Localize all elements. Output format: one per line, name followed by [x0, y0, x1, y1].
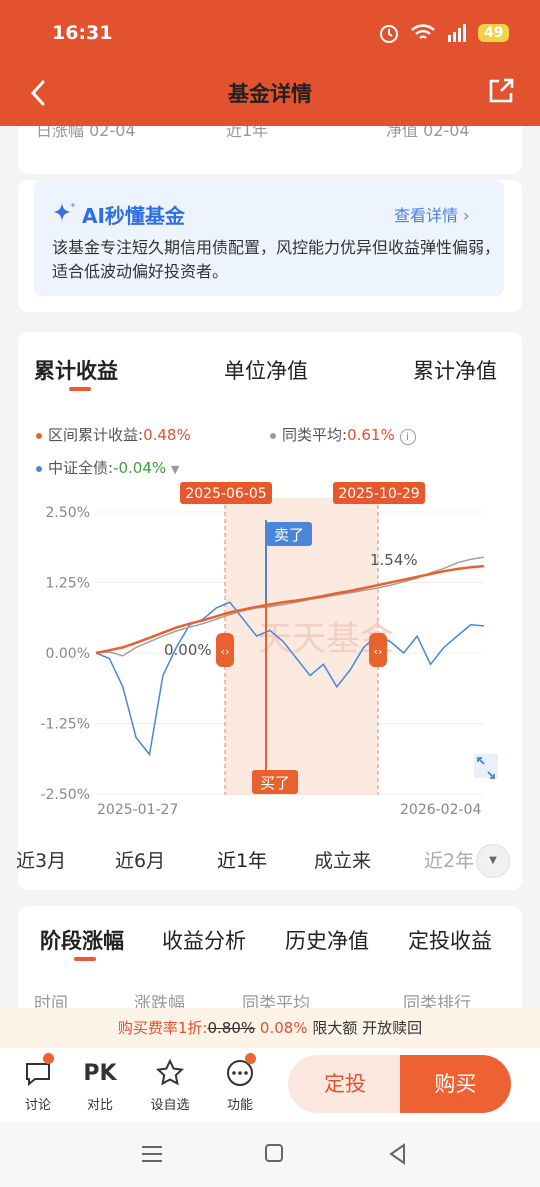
tab-cumulative-nav[interactable]: 累计净值 — [413, 359, 497, 383]
chat-icon — [26, 1063, 50, 1087]
tab-cumulative-return[interactable]: 累计收益 — [34, 359, 118, 383]
period-6m[interactable]: 近6月 — [115, 850, 166, 872]
y-tick-label: 1.25% — [46, 576, 90, 592]
back-icon[interactable] — [26, 78, 50, 108]
battery-level: 49 — [478, 24, 510, 42]
system-nav-bar — [0, 1122, 540, 1187]
svg-text:‹›: ‹› — [374, 645, 383, 658]
fee-banner: 购买费率1折:0.80% 0.08% 限大额 开放赎回 — [0, 1008, 540, 1048]
stage-tab-indicator — [74, 957, 96, 961]
dca-button[interactable]: 定投 — [288, 1055, 402, 1113]
range-end-handle[interactable] — [369, 633, 387, 667]
x-tick-start: 2025-01-27 — [97, 802, 178, 818]
function-badge — [245, 1053, 256, 1064]
discuss-badge — [43, 1053, 54, 1064]
ai-more-label: 查看详情 — [394, 206, 459, 225]
legend-fund: 区间累计收益:0.48% — [36, 424, 191, 445]
share-icon[interactable] — [486, 76, 516, 106]
range-end-label — [333, 482, 425, 504]
tab-unit-nav[interactable]: 单位净值 — [224, 359, 308, 383]
home-icon[interactable] — [264, 1143, 286, 1165]
fee-new: 0.08% — [259, 1019, 308, 1037]
buy-marker — [252, 770, 298, 794]
range-start-label — [180, 482, 272, 504]
period-selected-bg — [194, 828, 291, 890]
wifi-icon — [411, 24, 435, 39]
period-1y[interactable]: 近1年 — [217, 850, 268, 872]
ai-panel[interactable] — [34, 180, 504, 296]
more-icon — [227, 1060, 253, 1086]
status-time: 16:31 — [52, 22, 113, 44]
status-icons: 49 — [378, 22, 510, 44]
sparkle-icon — [53, 202, 76, 221]
sell-marker — [266, 522, 312, 546]
period-more-button[interactable]: ▼ — [476, 844, 510, 878]
period-2y[interactable]: 近2年 — [424, 850, 474, 872]
compare-button[interactable]: PK 对比 — [76, 1058, 124, 1114]
discuss-button[interactable]: 讨论 — [14, 1058, 62, 1113]
signal-icon — [448, 24, 466, 42]
period-3m[interactable]: 近3月 — [16, 850, 67, 872]
app-header — [0, 0, 540, 125]
y-tick-label: -2.50% — [40, 787, 90, 803]
x-tick-end: 2026-02-04 — [400, 802, 481, 818]
caret-down-icon: ▼ — [170, 463, 180, 476]
page-title: 基金详情 — [228, 82, 312, 106]
period-since-inception[interactable]: 成立来 — [314, 850, 372, 872]
range-start-date: 2025-06-05 — [185, 486, 266, 502]
tab-stage-change[interactable]: 阶段涨幅 — [40, 929, 124, 953]
function-button[interactable]: 功能 — [216, 1058, 264, 1113]
star-icon — [155, 1058, 185, 1086]
range-end-date: 2025-10-29 — [338, 486, 419, 502]
menu-icon[interactable] — [140, 1142, 164, 1166]
tab-history-nav[interactable]: 历史净值 — [285, 929, 369, 953]
annotation-zero: 0.00% — [164, 641, 212, 659]
buy-marker-label: 买了 — [260, 774, 290, 792]
ai-title: AI秒懂基金 — [82, 204, 185, 228]
active-tab-indicator — [69, 387, 91, 391]
legend-average: 同类平均:0.61% i — [270, 424, 416, 445]
series-line-2 — [95, 601, 485, 757]
y-tick-label: 0.00% — [46, 646, 90, 662]
legend-index[interactable]: 中证全债:-0.04% ▼ — [36, 457, 179, 478]
y-tick-label: 2.50% — [46, 505, 90, 521]
series-line-0 — [95, 564, 485, 655]
ai-more-link[interactable]: 查看详情 › — [394, 202, 470, 226]
sell-marker-label: 卖了 — [274, 526, 304, 544]
info-icon: i — [399, 429, 416, 445]
chevron-down-icon: ▼ — [489, 855, 497, 866]
fee-old: 0.80% — [207, 1019, 256, 1037]
watchlist-button[interactable]: 设自选 — [146, 1058, 194, 1113]
nav-back-icon[interactable] — [386, 1142, 410, 1166]
fee-prefix: 购买费率1折: — [117, 1019, 208, 1037]
tab-dca-return[interactable]: 定投收益 — [408, 929, 492, 953]
expand-icon[interactable] — [474, 754, 498, 779]
y-tick-label: -1.25% — [40, 717, 90, 733]
chevron-right-icon: › — [463, 206, 470, 225]
fee-suffix: 限大额 开放赎回 — [312, 1019, 423, 1037]
buy-button[interactable]: 购买 — [400, 1055, 511, 1113]
pk-icon: PK — [83, 1060, 117, 1086]
ai-summary: 该基金专注短久期信用债配置，风控能力优异但收益弹性偏弱，适合低波动偏好投资者。 — [52, 238, 501, 281]
selected-range — [225, 498, 378, 795]
range-start-handle[interactable] — [216, 633, 234, 667]
return-chart[interactable]: 2.50%1.25%0.00%-1.25%-2.50% 天天基金 2025-06… — [18, 480, 522, 825]
svg-text:‹›: ‹› — [221, 645, 230, 658]
tab-return-analysis[interactable]: 收益分析 — [162, 929, 246, 953]
annotation-high: 1.54% — [370, 551, 418, 569]
alarm-icon — [380, 25, 398, 43]
